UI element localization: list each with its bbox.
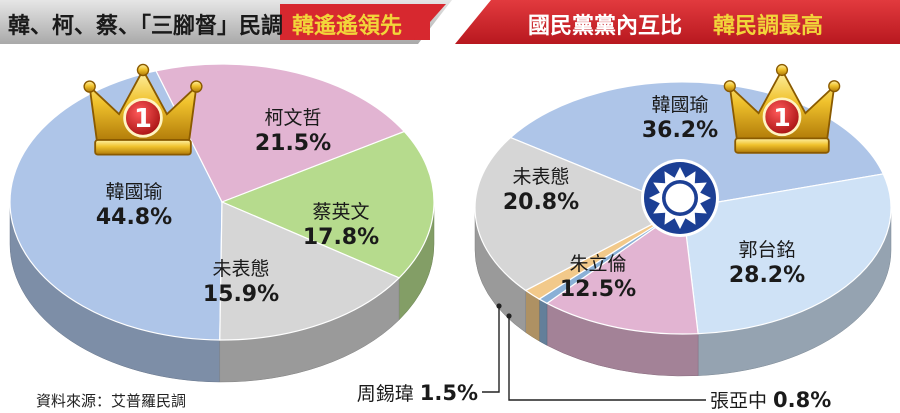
slice-value-4: 15.9% [203, 282, 279, 307]
slice-value-2: 21.5% [255, 131, 331, 156]
pie-side-walls [474, 207, 892, 377]
crown-rank: 1 [134, 104, 152, 134]
left-banner-highlight: 韓遙遙領先 [292, 14, 403, 39]
pie-slice-6 [474, 136, 685, 292]
slice-label-6: 未表態 [512, 166, 569, 188]
pie-slice-4 [219, 201, 401, 341]
pie-side-4 [538, 298, 548, 346]
pie-slice-3 [220, 130, 435, 279]
source-note: 資料來源：艾普羅民調 [36, 392, 187, 410]
slice-value-6: 20.8% [503, 190, 579, 215]
slice-label-3: 朱立倫 [569, 253, 626, 275]
left-banner-title: 韓、柯、蔡、「三腳督」民調 [8, 14, 284, 39]
crown-icon: 1 [723, 63, 841, 154]
slice-value-1: 36.2% [642, 118, 718, 143]
callout-dot-zhang [506, 313, 512, 319]
pie-slice-2 [682, 173, 892, 335]
slice-value-3: 12.5% [560, 277, 636, 302]
callout-label-zhou: 周錫瑋 1.5% [357, 381, 478, 405]
slice-label-1: 韓國瑜 [651, 94, 708, 116]
slice-label-2: 郭台銘 [738, 239, 795, 261]
slice-value-1: 44.8% [96, 205, 172, 230]
slice-label-3: 蔡英文 [312, 201, 369, 223]
right-chart-banner: 國民黨黨內互比 韓民調最高 [455, 0, 900, 44]
callout-label-zhang: 張亞中 0.8% [710, 388, 831, 412]
small-slice-callouts: 周錫瑋 1.5% 張亞中 0.8% [357, 303, 831, 412]
slice-label-2: 柯文哲 [264, 107, 321, 129]
slice-label-1: 韓國瑜 [105, 181, 162, 203]
callout-dot-zhou [496, 303, 502, 309]
right-banner-background [455, 0, 900, 44]
callout-line-zhou [482, 306, 500, 393]
chart-overlays: 周錫瑋 1.5% 張亞中 0.8% 1 1 [83, 63, 841, 412]
callout-line-zhang [508, 316, 706, 401]
crown-rank: 1 [773, 103, 791, 132]
slice-label-4: 未表態 [212, 258, 269, 280]
slice-value-2: 28.2% [729, 263, 805, 288]
kmt-emblem-icon [641, 159, 719, 237]
slice-value-3: 17.8% [303, 225, 379, 250]
right-banner-highlight: 韓民調最高 [713, 14, 824, 39]
left-banner-background [0, 0, 452, 44]
pie-slice-3 [545, 206, 699, 335]
right-banner-title: 國民黨黨內互比 [528, 14, 683, 39]
left-chart-banner: 韓、柯、蔡、「三腳督」民調 韓遙遙領先 [0, 0, 452, 44]
pie-slice-2 [155, 63, 406, 203]
crown-icon: 1 [83, 63, 203, 156]
